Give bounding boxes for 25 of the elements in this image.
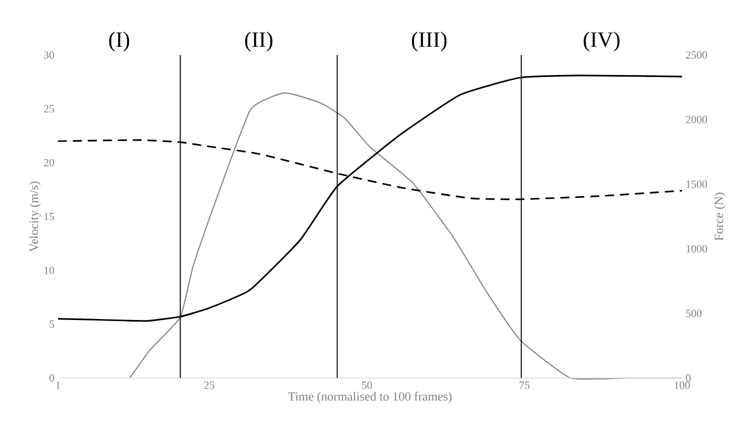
y2-tick-label: 1000 — [686, 245, 708, 252]
x-tick-label: 50 — [362, 382, 372, 389]
y2-tick-label: 2500 — [686, 51, 708, 59]
y2-tick-label: 500 — [686, 310, 702, 318]
y2-tick-label: 1500 — [686, 180, 708, 188]
y2-axis-title: Force (N) — [714, 192, 726, 241]
text: (IV) — [584, 32, 620, 52]
y-tick-label: 10 — [44, 266, 54, 274]
text: (I) — [109, 32, 130, 52]
x-tick-label: 25 — [204, 382, 214, 389]
text: (III) — [412, 32, 447, 52]
y-tick-label: 20 — [44, 158, 54, 166]
y-tick-label: 30 — [44, 51, 54, 59]
y-tick-label: 5 — [50, 320, 54, 328]
x-tick-label: 100 — [674, 382, 690, 389]
x-axis-title: Time (normalised to 100 frames) — [288, 392, 452, 404]
y-tick-label: 25 — [44, 105, 54, 113]
y2-tick-label: 2000 — [686, 116, 708, 124]
y2-tick-label: 0 — [686, 374, 691, 382]
y-tick-label: 15 — [44, 212, 54, 220]
text: (II) — [245, 32, 272, 52]
x-tick-label: 1 — [56, 382, 60, 389]
y-axis-title: Velocity (m/s) — [29, 182, 41, 252]
x-tick-label: 75 — [520, 382, 530, 389]
y-tick-label: 0 — [49, 374, 54, 382]
